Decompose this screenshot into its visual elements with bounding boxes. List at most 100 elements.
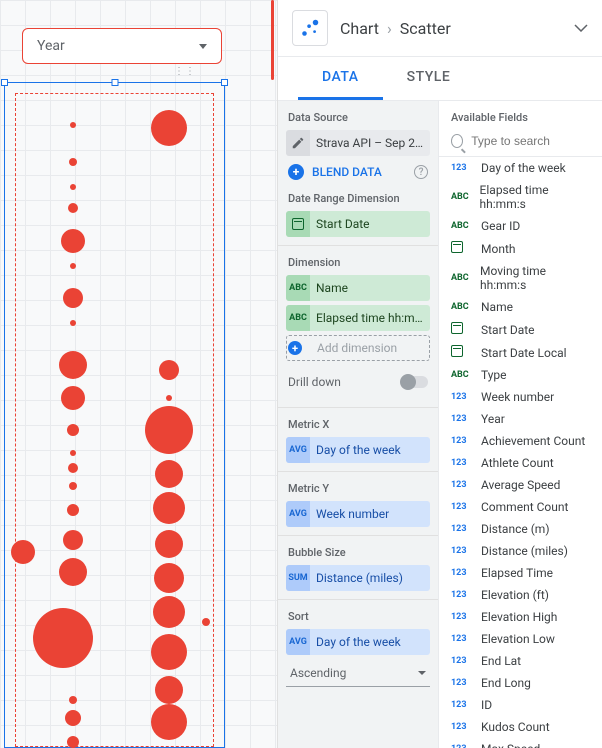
metric-x-chip[interactable]: AVG Day of the week: [286, 437, 430, 463]
expand-icon[interactable]: [574, 21, 588, 36]
fields-search[interactable]: [439, 130, 602, 157]
field-item[interactable]: 123 Average Speed: [439, 474, 602, 496]
field-item[interactable]: 123End Lat: [439, 650, 602, 672]
add-dimension-button[interactable]: + Add dimension: [286, 335, 430, 361]
abc-icon: ABC: [286, 305, 310, 331]
drag-handle-icon[interactable]: ⋮⋮: [174, 66, 196, 77]
bubble-point: [145, 406, 193, 454]
sort-direction-select[interactable]: Ascending: [286, 659, 430, 687]
bubble-point: [68, 203, 78, 213]
number-type-icon: 123: [451, 524, 473, 534]
field-item[interactable]: ABCName: [439, 296, 602, 318]
field-item[interactable]: 123Athlete Count: [439, 452, 602, 474]
bubble-point: [153, 596, 185, 628]
number-type-icon: 123: [451, 546, 473, 556]
field-item[interactable]: 123Elapsed Time: [439, 562, 602, 584]
field-item[interactable]: 123End Long: [439, 672, 602, 694]
breadcrumb-scatter: Scatter: [400, 19, 451, 38]
date-type-icon: [451, 345, 473, 360]
field-item[interactable]: ABCType: [439, 364, 602, 386]
bubble-point: [67, 424, 79, 436]
field-item[interactable]: 123 Distance (miles): [439, 540, 602, 562]
bubble-point: [59, 558, 87, 586]
field-label: Elapsed time hh:mm:s: [480, 183, 590, 211]
date-range-value: Start Date: [310, 211, 430, 237]
text-type-icon: ABC: [451, 370, 473, 380]
data-source-chip[interactable]: Strava API – Sep 2…: [286, 130, 430, 156]
chevron-down-icon: [199, 44, 207, 49]
agg-badge: AVG: [286, 629, 310, 655]
field-label: Year: [481, 412, 505, 426]
field-item[interactable]: Month: [439, 237, 602, 260]
resize-handle[interactable]: [111, 79, 118, 86]
number-type-icon: 123: [451, 634, 473, 644]
year-dropdown[interactable]: Year: [22, 28, 222, 64]
field-item[interactable]: 123Day of the week: [439, 157, 602, 179]
tab-style[interactable]: STYLE: [383, 57, 475, 100]
bubble-point: [166, 395, 172, 401]
drill-down-toggle[interactable]: [402, 376, 428, 388]
fields-list: 123Day of the weekABCElapsed time hh:mm:…: [439, 157, 602, 748]
fields-search-input[interactable]: [471, 134, 590, 148]
field-item[interactable]: 123Achievement Count: [439, 430, 602, 452]
field-label: Average Speed: [481, 478, 560, 492]
field-item[interactable]: ABCMoving time hh:mm:s: [439, 260, 602, 296]
date-range-chip[interactable]: Start Date: [286, 211, 430, 237]
pencil-icon: [286, 130, 310, 156]
bubble-point: [151, 110, 187, 146]
breadcrumb: Chart › Scatter: [340, 19, 451, 38]
field-item[interactable]: 123Max Speed: [439, 738, 602, 748]
field-item[interactable]: 123Elevation Low: [439, 628, 602, 650]
field-item[interactable]: 123Distance (m): [439, 518, 602, 540]
bubble-point: [70, 263, 76, 269]
bubble-point: [153, 492, 185, 524]
number-type-icon: 123: [451, 414, 473, 424]
date-type-icon: [451, 322, 473, 337]
dimension-elapsed-chip[interactable]: ABC Elapsed time hh:m…: [286, 305, 430, 331]
field-item[interactable]: ABCGear ID: [439, 215, 602, 237]
bubble-point: [70, 320, 76, 326]
field-item[interactable]: 123Elevation High: [439, 606, 602, 628]
field-item[interactable]: Start Date Local: [439, 341, 602, 364]
field-item[interactable]: 123 Kudos Count: [439, 716, 602, 738]
field-item[interactable]: 123Comment Count: [439, 496, 602, 518]
number-type-icon: 123: [451, 458, 473, 468]
number-type-icon: 123: [451, 722, 473, 732]
resize-handle[interactable]: [1, 79, 8, 86]
field-item[interactable]: 123ID: [439, 694, 602, 716]
agg-badge: AVG: [286, 437, 310, 463]
date-range-label: Date Range Dimension: [278, 182, 438, 211]
drill-down-row: Drill down: [278, 365, 438, 399]
help-icon[interactable]: ?: [414, 165, 428, 179]
field-label: Distance (miles): [481, 544, 568, 558]
bubble-size-chip[interactable]: SUM Distance (miles): [286, 565, 430, 591]
field-item[interactable]: 123Elevation (ft): [439, 584, 602, 606]
chart-type-icon[interactable]: [292, 10, 328, 46]
number-type-icon: 123: [451, 612, 473, 622]
tab-data[interactable]: DATA: [298, 57, 383, 100]
number-type-icon: 123: [451, 436, 473, 446]
blend-data-button[interactable]: + BLEND DATA ?: [278, 160, 438, 182]
number-type-icon: 123: [451, 480, 473, 490]
panel-header: Chart › Scatter: [278, 0, 602, 57]
sort-label: Sort: [278, 600, 438, 629]
sort-chip[interactable]: AVG Day of the week: [286, 629, 430, 655]
field-item[interactable]: ABCElapsed time hh:mm:s: [439, 179, 602, 215]
breadcrumb-chart[interactable]: Chart: [340, 19, 379, 38]
bubble-label: Bubble Size: [278, 536, 438, 565]
canvas-pane: Year ⋮⋮: [0, 0, 278, 748]
field-label: Kudos Count: [481, 720, 550, 734]
field-label: Name: [481, 300, 513, 314]
bubble-point: [68, 463, 78, 473]
field-label: Day of the week: [481, 161, 566, 175]
number-type-icon: 123: [451, 590, 473, 600]
field-item[interactable]: 123Week number: [439, 386, 602, 408]
config-column: Data Source Strava API – Sep 2… + BLEND …: [278, 101, 438, 748]
dimension-name-chip[interactable]: ABC Name: [286, 275, 430, 301]
field-item[interactable]: Start Date: [439, 318, 602, 341]
field-item[interactable]: 123 Year: [439, 408, 602, 430]
metric-y-chip[interactable]: AVG Week number: [286, 501, 430, 527]
resize-handle[interactable]: [221, 79, 228, 86]
number-type-icon: 123: [451, 568, 473, 578]
bubble-point: [70, 184, 76, 190]
